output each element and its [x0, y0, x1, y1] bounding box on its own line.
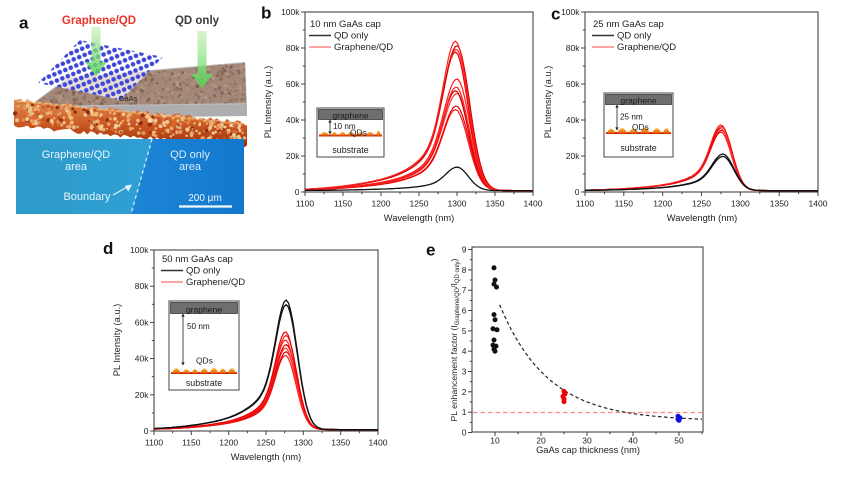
svg-text:1250: 1250 — [410, 199, 429, 209]
svg-text:10 nm: 10 nm — [333, 122, 356, 131]
svg-text:Graphene/QD: Graphene/QD — [617, 42, 676, 53]
svg-text:QD only: QD only — [175, 15, 220, 27]
svg-text:20k: 20k — [566, 151, 580, 161]
svg-text:0: 0 — [295, 187, 300, 197]
svg-text:50: 50 — [674, 436, 684, 446]
svg-text:1400: 1400 — [809, 199, 828, 209]
svg-text:PL Intensity (a.u.): PL Intensity (a.u.) — [112, 304, 122, 377]
svg-text:50 nm: 50 nm — [187, 322, 210, 331]
svg-text:Graphene/QD: Graphene/QD — [62, 15, 136, 27]
svg-text:GaAs cap thickness (nm): GaAs cap thickness (nm) — [536, 445, 640, 455]
svg-text:1350: 1350 — [770, 199, 789, 209]
svg-text:40k: 40k — [286, 115, 300, 125]
svg-text:Wavelength (nm): Wavelength (nm) — [667, 213, 737, 223]
svg-text:30: 30 — [582, 436, 592, 446]
svg-text:1400: 1400 — [369, 438, 388, 448]
svg-text:PL Intensity (a.u.): PL Intensity (a.u.) — [543, 66, 553, 139]
svg-text:7: 7 — [462, 285, 467, 295]
svg-text:GaAs: GaAs — [119, 94, 138, 103]
svg-text:a: a — [19, 14, 29, 33]
svg-text:Wavelength (nm): Wavelength (nm) — [384, 213, 454, 223]
svg-text:1300: 1300 — [448, 199, 467, 209]
svg-text:40k: 40k — [135, 354, 149, 364]
svg-text:25 nm GaAs cap: 25 nm GaAs cap — [593, 19, 664, 30]
svg-text:1150: 1150 — [182, 438, 201, 448]
svg-text:1300: 1300 — [731, 199, 750, 209]
svg-text:1100: 1100 — [145, 438, 164, 448]
svg-text:Graphene/QD: Graphene/QD — [334, 42, 393, 53]
svg-text:10: 10 — [490, 436, 500, 446]
svg-text:1250: 1250 — [257, 438, 276, 448]
svg-text:PL Intensity (a.u.): PL Intensity (a.u.) — [263, 66, 273, 139]
svg-text:QDs: QDs — [350, 128, 367, 138]
svg-text:Boundary: Boundary — [63, 191, 111, 203]
svg-text:9: 9 — [462, 245, 467, 255]
svg-text:substrate: substrate — [332, 145, 368, 155]
svg-text:25 nm: 25 nm — [620, 113, 643, 122]
svg-text:60k: 60k — [135, 317, 149, 327]
svg-text:3: 3 — [462, 367, 467, 377]
svg-text:80k: 80k — [566, 43, 580, 53]
svg-text:1: 1 — [462, 407, 467, 417]
svg-text:4: 4 — [462, 346, 467, 356]
svg-text:Graphene/QD: Graphene/QD — [42, 149, 111, 161]
svg-text:60k: 60k — [286, 79, 300, 89]
svg-text:Graphene/QD: Graphene/QD — [186, 277, 245, 288]
svg-text:QD only: QD only — [617, 31, 652, 42]
svg-text:QDs: QDs — [196, 356, 213, 366]
svg-text:2: 2 — [462, 387, 467, 397]
svg-text:100k: 100k — [561, 7, 580, 17]
svg-text:QD only: QD only — [186, 266, 221, 277]
svg-text:1200: 1200 — [653, 199, 672, 209]
svg-text:6: 6 — [462, 306, 467, 316]
svg-text:PL enhancement factor (IGraphe: PL enhancement factor (IGraphene/QD/IQD … — [449, 258, 461, 421]
svg-text:1100: 1100 — [296, 199, 315, 209]
svg-text:substrate: substrate — [620, 143, 656, 153]
svg-text:40k: 40k — [566, 115, 580, 125]
svg-text:1150: 1150 — [615, 199, 634, 209]
svg-text:1400: 1400 — [524, 199, 543, 209]
svg-text:20k: 20k — [286, 151, 300, 161]
svg-text:d: d — [103, 239, 113, 258]
svg-text:QD only: QD only — [170, 149, 210, 161]
svg-text:40: 40 — [628, 436, 638, 446]
svg-text:100k: 100k — [130, 245, 149, 255]
svg-text:0: 0 — [144, 426, 149, 436]
svg-text:substrate: substrate — [186, 378, 222, 388]
svg-text:graphene: graphene — [620, 95, 657, 105]
svg-text:1100: 1100 — [576, 199, 595, 209]
svg-text:e: e — [426, 241, 435, 260]
svg-text:20k: 20k — [135, 390, 149, 400]
svg-text:1250: 1250 — [692, 199, 711, 209]
svg-text:0: 0 — [575, 187, 580, 197]
svg-text:1200: 1200 — [372, 199, 391, 209]
svg-text:1150: 1150 — [334, 199, 353, 209]
svg-text:c: c — [551, 5, 560, 24]
svg-text:1200: 1200 — [219, 438, 238, 448]
svg-text:graphene: graphene — [332, 110, 369, 120]
svg-text:QD only: QD only — [334, 31, 369, 42]
svg-text:80k: 80k — [135, 281, 149, 291]
svg-text:60k: 60k — [566, 79, 580, 89]
svg-text:area: area — [179, 161, 202, 173]
svg-text:10 nm GaAs cap: 10 nm GaAs cap — [310, 19, 381, 30]
svg-text:1300: 1300 — [294, 438, 313, 448]
svg-text:100k: 100k — [281, 7, 300, 17]
svg-text:8: 8 — [462, 265, 467, 275]
svg-text:50 nm GaAs cap: 50 nm GaAs cap — [162, 254, 233, 265]
svg-text:area: area — [65, 161, 88, 173]
svg-text:5: 5 — [462, 326, 467, 336]
svg-text:QDs: QDs — [632, 122, 649, 132]
svg-text:0: 0 — [462, 428, 467, 438]
svg-text:20: 20 — [536, 436, 546, 446]
svg-text:80k: 80k — [286, 43, 300, 53]
svg-text:200 μm: 200 μm — [188, 193, 222, 204]
svg-text:Wavelength (nm): Wavelength (nm) — [231, 452, 301, 462]
svg-text:b: b — [261, 4, 271, 23]
svg-text:1350: 1350 — [486, 199, 505, 209]
svg-text:graphene: graphene — [186, 304, 223, 314]
svg-text:1350: 1350 — [331, 438, 350, 448]
